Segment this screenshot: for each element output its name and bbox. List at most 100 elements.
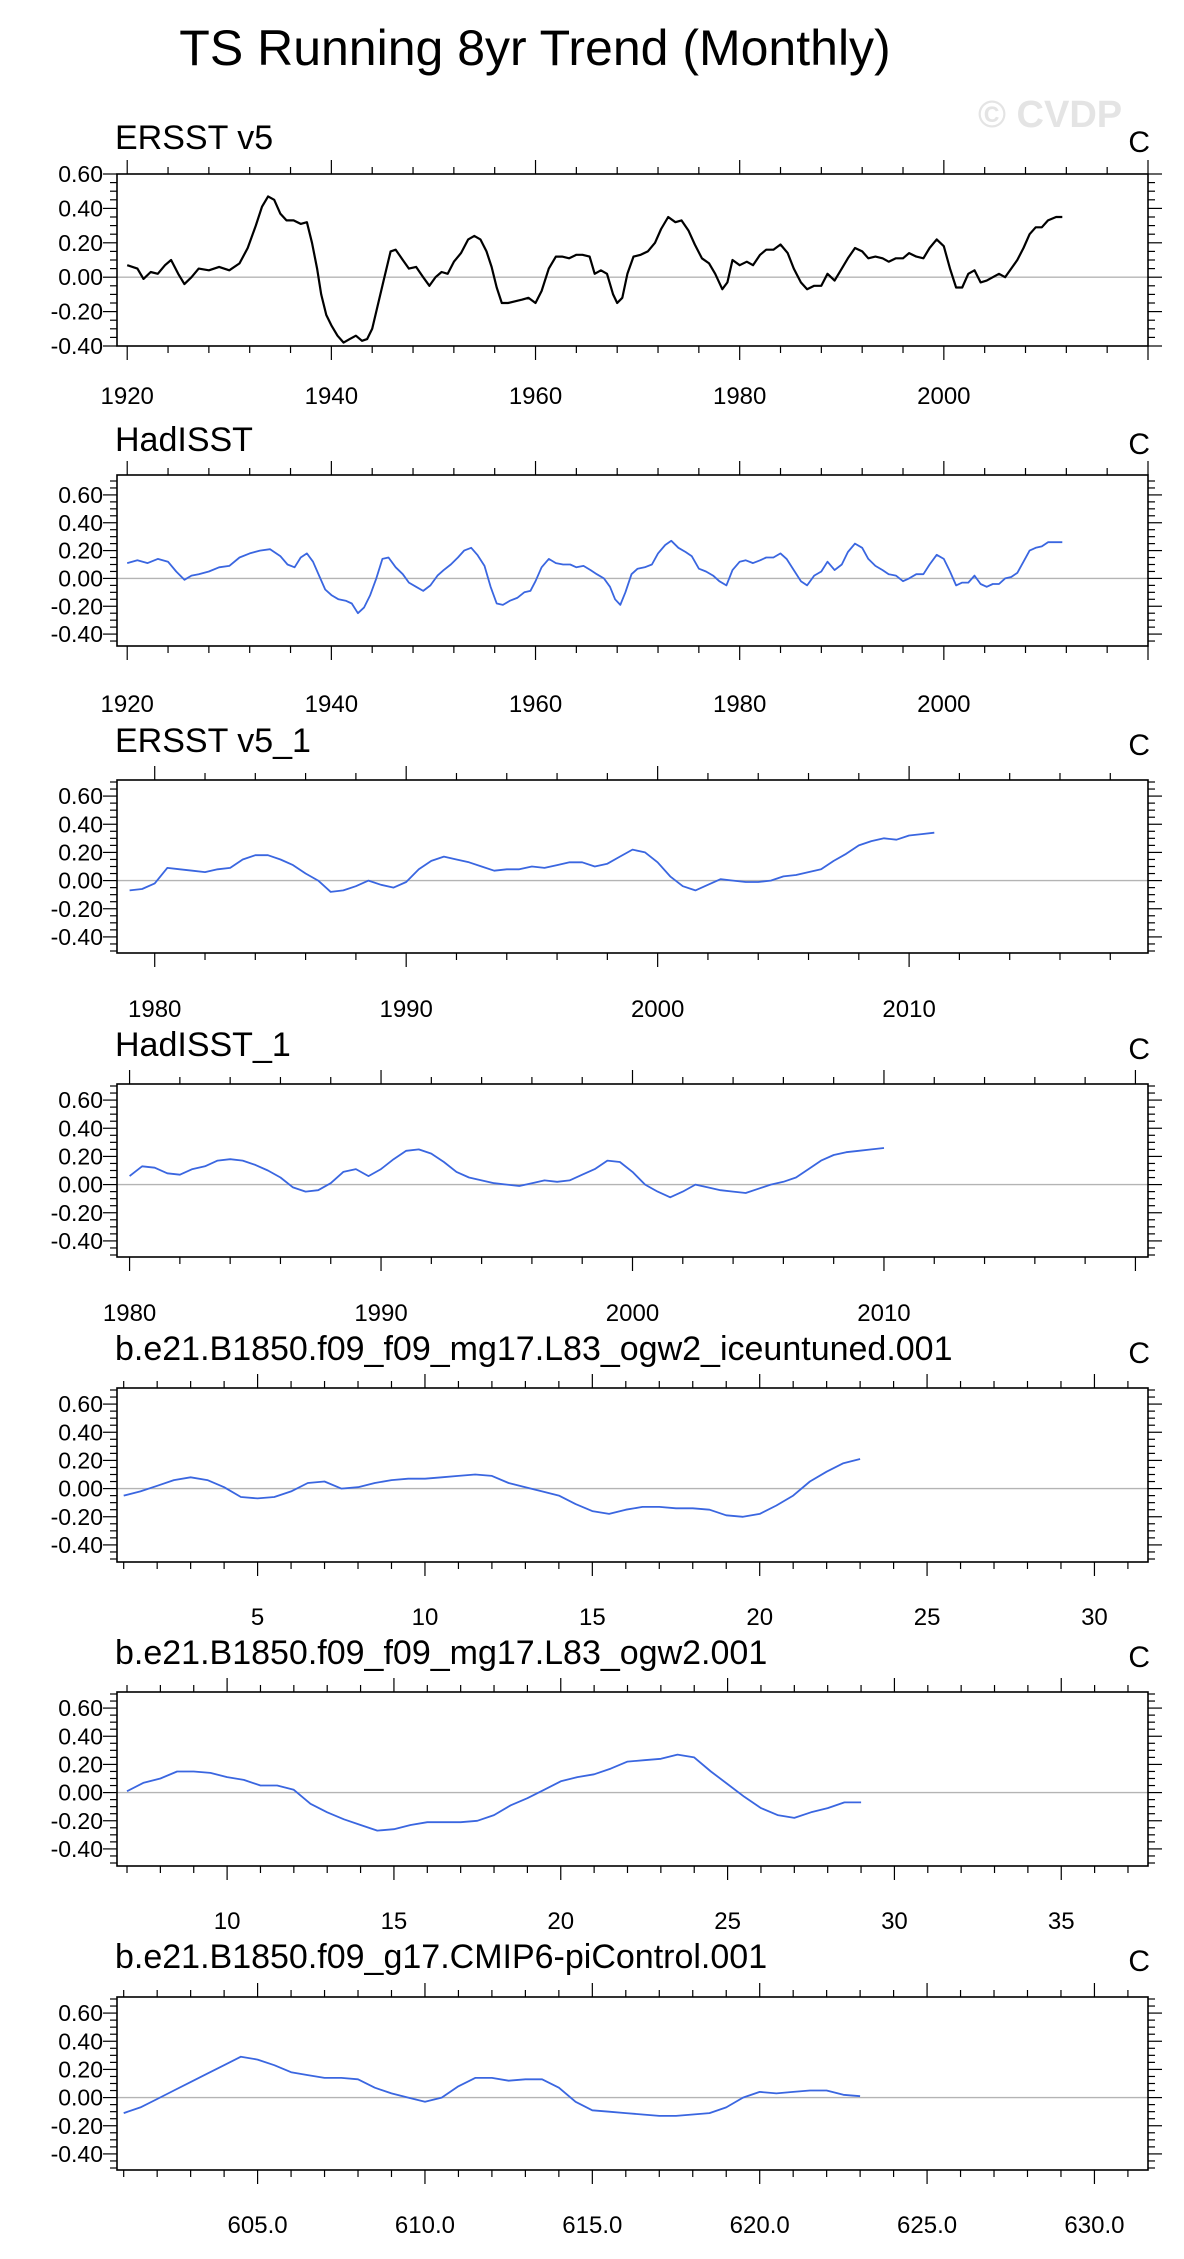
x-tick-label: 610.0 [395,2212,455,2239]
y-tick-label: 0.40 [58,811,103,837]
x-tick-label: 1980 [713,383,766,410]
y-tick-label: -0.40 [51,1532,103,1558]
x-tick-label: 20 [547,1908,574,1935]
series-line [126,195,1063,344]
series-line [123,2055,861,2117]
y-tick-label: -0.40 [51,1836,103,1862]
y-tick-label: 0.40 [58,1723,103,1749]
y-tick-label: 0.00 [58,868,103,894]
y-tick-label: -0.40 [51,924,103,950]
y-tick-label: 0.60 [58,2000,103,2026]
y-tick-label: -0.40 [51,621,103,647]
y-tick-label: 0.60 [58,1087,103,1113]
y-tick-label: 0.60 [58,783,103,809]
series-line [129,1147,885,1199]
y-tick-label: -0.20 [51,896,103,922]
x-tick-label: 10 [412,1604,439,1631]
y-tick-label: -0.20 [51,593,103,619]
plot-frame [116,173,1149,347]
units-label: C [1128,1033,1150,1066]
chart-panel-7: b.e21.B1850.f09_g17.CMIP6-piControl.001 C… [51,1938,1162,2239]
y-tick-label: 0.20 [58,538,103,564]
y-tick-label: 0.20 [58,839,103,865]
x-tick-label: 1920 [101,383,154,410]
x-tick-label: 35 [1048,1908,1075,1935]
units-label: C [1128,1337,1150,1370]
y-tick-label: 0.20 [58,1447,103,1473]
y-tick-label: -0.40 [51,2141,103,2167]
y-tick-label: 0.00 [58,1172,103,1198]
chart-panel-1: ERSST v5 C 0.60 0.40 0.20 0.00 -0.20 -0.40 1920 1… [51,119,1162,410]
series-line [126,1753,862,1832]
y-tick-label: 0.60 [58,482,103,508]
panel-title: b.e21.B1850.f09_f09_mg17.L83_ogw2_iceunt… [115,1330,953,1368]
y-tick-label: 0.40 [58,1419,103,1445]
panel-title: ERSST v5 [115,119,273,157]
x-tick-label: 2000 [917,691,970,718]
x-tick-label: 620.0 [730,2212,790,2239]
y-tick-label: 0.00 [58,264,103,290]
chart-panel-3: ERSST v5_1 C 0.600.400.20 0.00-0.20-0.40 198… [51,722,1162,1023]
panel-title: HadISST_1 [115,1026,291,1064]
x-tick-label: 1990 [354,1300,407,1327]
x-tick-label: 2000 [631,996,684,1023]
x-tick-label: 5 [251,1604,264,1631]
x-tick-label: 625.0 [897,2212,957,2239]
y-tick-label: -0.20 [51,1504,103,1530]
panel-title: ERSST v5_1 [115,722,311,760]
x-tick-label: 1980 [713,691,766,718]
x-tick-label: 1940 [305,383,358,410]
y-tick-label: 0.00 [58,1476,103,1502]
x-tick-label: 15 [381,1908,408,1935]
x-tick-label: 1960 [509,383,562,410]
plot-frame [116,1083,1149,1258]
x-tick-label: 605.0 [228,2212,288,2239]
y-tick-label: 0.20 [58,2056,103,2082]
x-tick-label: 10 [214,1908,241,1935]
watermark: © CVDP [978,94,1123,136]
x-tick-label: 25 [914,1604,941,1631]
y-tick-label: 0.60 [58,161,103,187]
panel-title: b.e21.B1850.f09_g17.CMIP6-piControl.001 [115,1938,767,1976]
panel-title: HadISST [115,421,253,459]
y-tick-label: 0.20 [58,1143,103,1169]
y-tick-label: -0.20 [51,1808,103,1834]
units-label: C [1128,1945,1150,1978]
x-tick-label: 2010 [857,1300,910,1327]
panel-title: b.e21.B1850.f09_f09_mg17.L83_ogw2.001 [115,1634,767,1672]
x-tick-label: 2010 [882,996,935,1023]
x-tick-label: 1980 [103,1300,156,1327]
plot-frame [116,1691,1149,1867]
y-tick-label: 0.00 [58,1780,103,1806]
plot-frame [116,474,1149,647]
y-tick-label: 0.40 [58,510,103,536]
y-tick-label: -0.20 [51,2113,103,2139]
chart-panel-5: b.e21.B1850.f09_f09_mg17.L83_ogw2_iceunt… [51,1330,1162,1631]
y-tick-label: 0.60 [58,1391,103,1417]
x-tick-label: 2000 [606,1300,659,1327]
plot-frame [116,779,1149,954]
x-tick-label: 1960 [509,691,562,718]
x-tick-label: 1940 [305,691,358,718]
y-tick-label: 0.20 [58,1751,103,1777]
units-label: C [1128,428,1150,461]
y-tick-label: -0.40 [51,333,103,359]
y-tick-label: -0.40 [51,1228,103,1254]
plot-frame [116,1996,1149,2171]
y-tick-label: 0.00 [58,2085,103,2111]
chart-panel-4: HadISST_1 C 0.600.400.20 0.00-0.20-0.40 1980… [51,1026,1162,1327]
y-tick-label: -0.20 [51,1200,103,1226]
y-tick-label: -0.20 [51,299,103,325]
units-label: C [1128,729,1150,762]
chart-panel-6: b.e21.B1850.f09_f09_mg17.L83_ogw2.001 C 0.… [51,1634,1162,1935]
x-tick-label: 20 [746,1604,773,1631]
units-label: C [1128,1641,1150,1674]
y-tick-label: 0.20 [58,230,103,256]
x-tick-label: 630.0 [1064,2212,1124,2239]
y-tick-label: 0.00 [58,565,103,591]
y-tick-label: 0.40 [58,195,103,221]
x-tick-label: 2000 [917,383,970,410]
chart-panel-2: HadISST C 0.600.400.200.00-0.20-0.40 1920 19… [51,421,1162,718]
x-tick-label: 25 [714,1908,741,1935]
